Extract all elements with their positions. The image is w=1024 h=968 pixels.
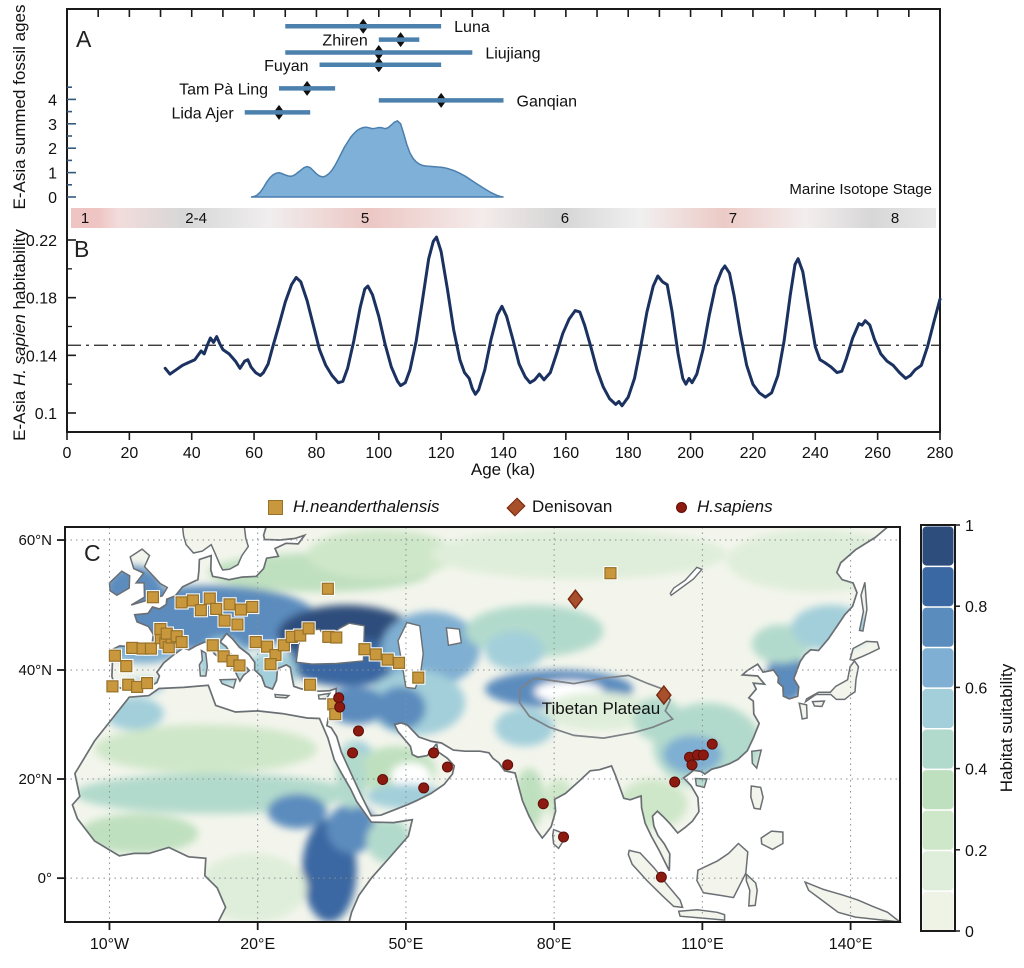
panel-b-y-axis-title: E-Asia H. sapien habitability bbox=[10, 229, 29, 441]
svg-text:200: 200 bbox=[677, 445, 704, 462]
svg-text:60°N: 60°N bbox=[18, 532, 52, 549]
svg-text:80°E: 80°E bbox=[537, 936, 572, 953]
x-axis-title: Age (ka) bbox=[470, 460, 536, 479]
svg-text:20°E: 20°E bbox=[240, 936, 275, 953]
mis-title: Marine Isotope Stage bbox=[789, 181, 932, 198]
svg-text:4: 4 bbox=[48, 92, 57, 109]
svg-text:0°: 0° bbox=[38, 870, 52, 887]
panel-c-label: C bbox=[84, 540, 101, 566]
svg-text:20°N: 20°N bbox=[18, 771, 52, 788]
svg-text:Fuyan: Fuyan bbox=[264, 58, 308, 75]
legend-item-denisovan: Denisovan bbox=[506, 497, 613, 517]
svg-text:1: 1 bbox=[965, 518, 974, 535]
svg-text:Liujiang: Liujiang bbox=[485, 46, 540, 63]
svg-text:110°E: 110°E bbox=[681, 936, 724, 953]
legend-label: Denisovan bbox=[532, 497, 613, 516]
svg-text:0.22: 0.22 bbox=[26, 233, 57, 250]
sapiens-circle-icon bbox=[676, 501, 687, 513]
svg-text:260: 260 bbox=[864, 445, 891, 462]
svg-text:Luna: Luna bbox=[454, 19, 490, 36]
legend-label: H.neanderthalensis bbox=[293, 497, 440, 516]
svg-text:20: 20 bbox=[120, 445, 138, 462]
svg-text:0.6: 0.6 bbox=[965, 680, 987, 697]
svg-text:2-4: 2-4 bbox=[185, 210, 207, 227]
svg-text:6: 6 bbox=[561, 210, 569, 227]
svg-text:Tam Pà Ling: Tam Pà Ling bbox=[179, 81, 268, 98]
svg-text:80: 80 bbox=[308, 445, 326, 462]
denisovan-diamond-icon bbox=[506, 497, 526, 517]
svg-text:40: 40 bbox=[183, 445, 201, 462]
svg-text:50°E: 50°E bbox=[388, 936, 423, 953]
svg-text:0: 0 bbox=[48, 190, 57, 207]
neanderthal-square-icon bbox=[268, 499, 283, 515]
svg-text:0.14: 0.14 bbox=[26, 348, 57, 365]
legend-item-neanderthalensis: H.neanderthalensis bbox=[268, 497, 439, 517]
svg-text:0: 0 bbox=[63, 445, 72, 462]
svg-text:1: 1 bbox=[81, 210, 89, 227]
svg-text:240: 240 bbox=[802, 445, 829, 462]
tibetan-plateau-annotation: Tibetan Plateau bbox=[541, 699, 661, 718]
svg-text:60: 60 bbox=[245, 445, 263, 462]
svg-text:0.8: 0.8 bbox=[965, 599, 987, 616]
svg-text:2: 2 bbox=[48, 141, 57, 158]
svg-text:100: 100 bbox=[365, 445, 392, 462]
svg-text:0: 0 bbox=[965, 924, 974, 941]
svg-text:7: 7 bbox=[729, 210, 737, 227]
svg-text:1: 1 bbox=[48, 166, 57, 183]
svg-text:0.4: 0.4 bbox=[965, 762, 987, 779]
svg-text:140: 140 bbox=[490, 445, 517, 462]
svg-text:180: 180 bbox=[615, 445, 642, 462]
panel-b-label: B bbox=[74, 236, 90, 262]
habitat-suitability-map: 60°N 40°N 20°N 0° 10°W 20°E 50°E 80°E 110°E 140°E… bbox=[18, 518, 987, 953]
panel-a-label: A bbox=[76, 26, 92, 52]
svg-text:280: 280 bbox=[927, 445, 954, 462]
svg-text:120: 120 bbox=[428, 445, 455, 462]
svg-text:10°W: 10°W bbox=[90, 936, 130, 953]
colorbar-title: Habitat suitability bbox=[997, 663, 1016, 793]
panel-a-y-axis-title: E-Asia summed fossil ages bbox=[10, 4, 29, 210]
svg-text:Ganqian: Ganqian bbox=[517, 93, 578, 110]
svg-text:0.1: 0.1 bbox=[35, 406, 57, 423]
svg-text:8: 8 bbox=[891, 210, 899, 227]
svg-text:0.2: 0.2 bbox=[965, 843, 987, 860]
svg-text:5: 5 bbox=[361, 210, 369, 227]
legend-label: H.sapiens bbox=[697, 497, 773, 516]
svg-text:0.18: 0.18 bbox=[26, 291, 57, 308]
svg-text:3: 3 bbox=[48, 117, 57, 134]
svg-text:Lida Ajer: Lida Ajer bbox=[171, 105, 234, 122]
svg-text:220: 220 bbox=[740, 445, 767, 462]
svg-text:40°N: 40°N bbox=[18, 662, 52, 679]
legend-item-sapiens: H.sapiens bbox=[676, 497, 773, 517]
fossil-habitability-chart: 0 1 2 3 4 Luna Zhiren Liujiang Fuyan Tam Pà Ling G… bbox=[26, 8, 954, 462]
svg-text:140°E: 140°E bbox=[829, 936, 873, 953]
svg-text:160: 160 bbox=[553, 445, 580, 462]
svg-text:Zhiren: Zhiren bbox=[322, 33, 367, 50]
